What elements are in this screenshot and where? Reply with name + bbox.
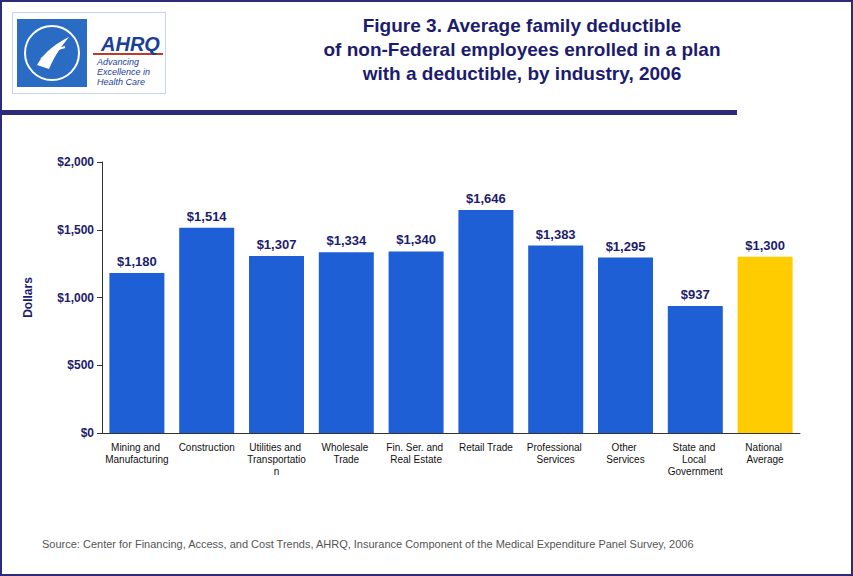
svg-text:Real Estate: Real Estate (390, 454, 442, 465)
svg-text:Services: Services (537, 454, 575, 465)
svg-text:$1,383: $1,383 (536, 227, 576, 242)
svg-text:Trade: Trade (333, 454, 359, 465)
svg-text:Dollars: Dollars (21, 277, 35, 318)
svg-text:$1,000: $1,000 (57, 291, 94, 305)
svg-text:$1,300: $1,300 (745, 238, 785, 253)
html-text:Figure 3. Average family deduc: Figure 3. Average family deductible of n… (323, 15, 721, 84)
svg-text:$1,340: $1,340 (396, 232, 436, 247)
html-text:AHRQ: AHRQ (101, 33, 160, 55)
html-text:Advancing Excellence in Health: Advancing Excellence in Health Care (97, 57, 150, 87)
svg-text:$1,514: $1,514 (187, 209, 228, 224)
svg-text:Mining and: Mining and (111, 442, 163, 453)
svg-text:Professional: Professional (527, 442, 585, 453)
svg-text:Other: Other (612, 442, 640, 453)
svg-text:$937: $937 (681, 287, 710, 302)
svg-text:Wholesale: Wholesale (322, 442, 371, 453)
svg-text:$0: $0 (81, 426, 95, 440)
svg-text:$1,646: $1,646 (466, 191, 506, 206)
svg-text:$500: $500 (67, 358, 94, 372)
svg-text:n: n (274, 466, 280, 477)
svg-text:Transportatio: Transportatio (247, 454, 306, 465)
svg-text:State and: State and (673, 442, 719, 453)
svg-text:Manufacturing: Manufacturing (105, 454, 168, 465)
svg-text:Services: Services (606, 454, 644, 465)
svg-text:Fin. Ser. and: Fin. Ser. and (386, 442, 445, 453)
svg-text:Construction: Construction (179, 442, 235, 453)
svg-text:Government: Government (668, 466, 723, 477)
svg-text:Utilities and: Utilities and (249, 442, 303, 453)
svg-text:$1,334: $1,334 (326, 233, 367, 248)
svg-text:$1,180: $1,180 (117, 254, 157, 269)
svg-text:$1,500: $1,500 (57, 223, 94, 237)
svg-text:$1,307: $1,307 (257, 237, 297, 252)
svg-text:$1,295: $1,295 (606, 239, 646, 254)
svg-text:Retail Trade: Retail Trade (459, 442, 513, 453)
html-text:Source: Center for Financing,: Source: Center for Financing, Access, an… (42, 538, 694, 550)
svg-text:Average: Average (747, 454, 785, 465)
svg-text:Local: Local (682, 454, 709, 465)
svg-text:National: National (745, 442, 784, 453)
svg-text:$2,000: $2,000 (57, 155, 94, 169)
